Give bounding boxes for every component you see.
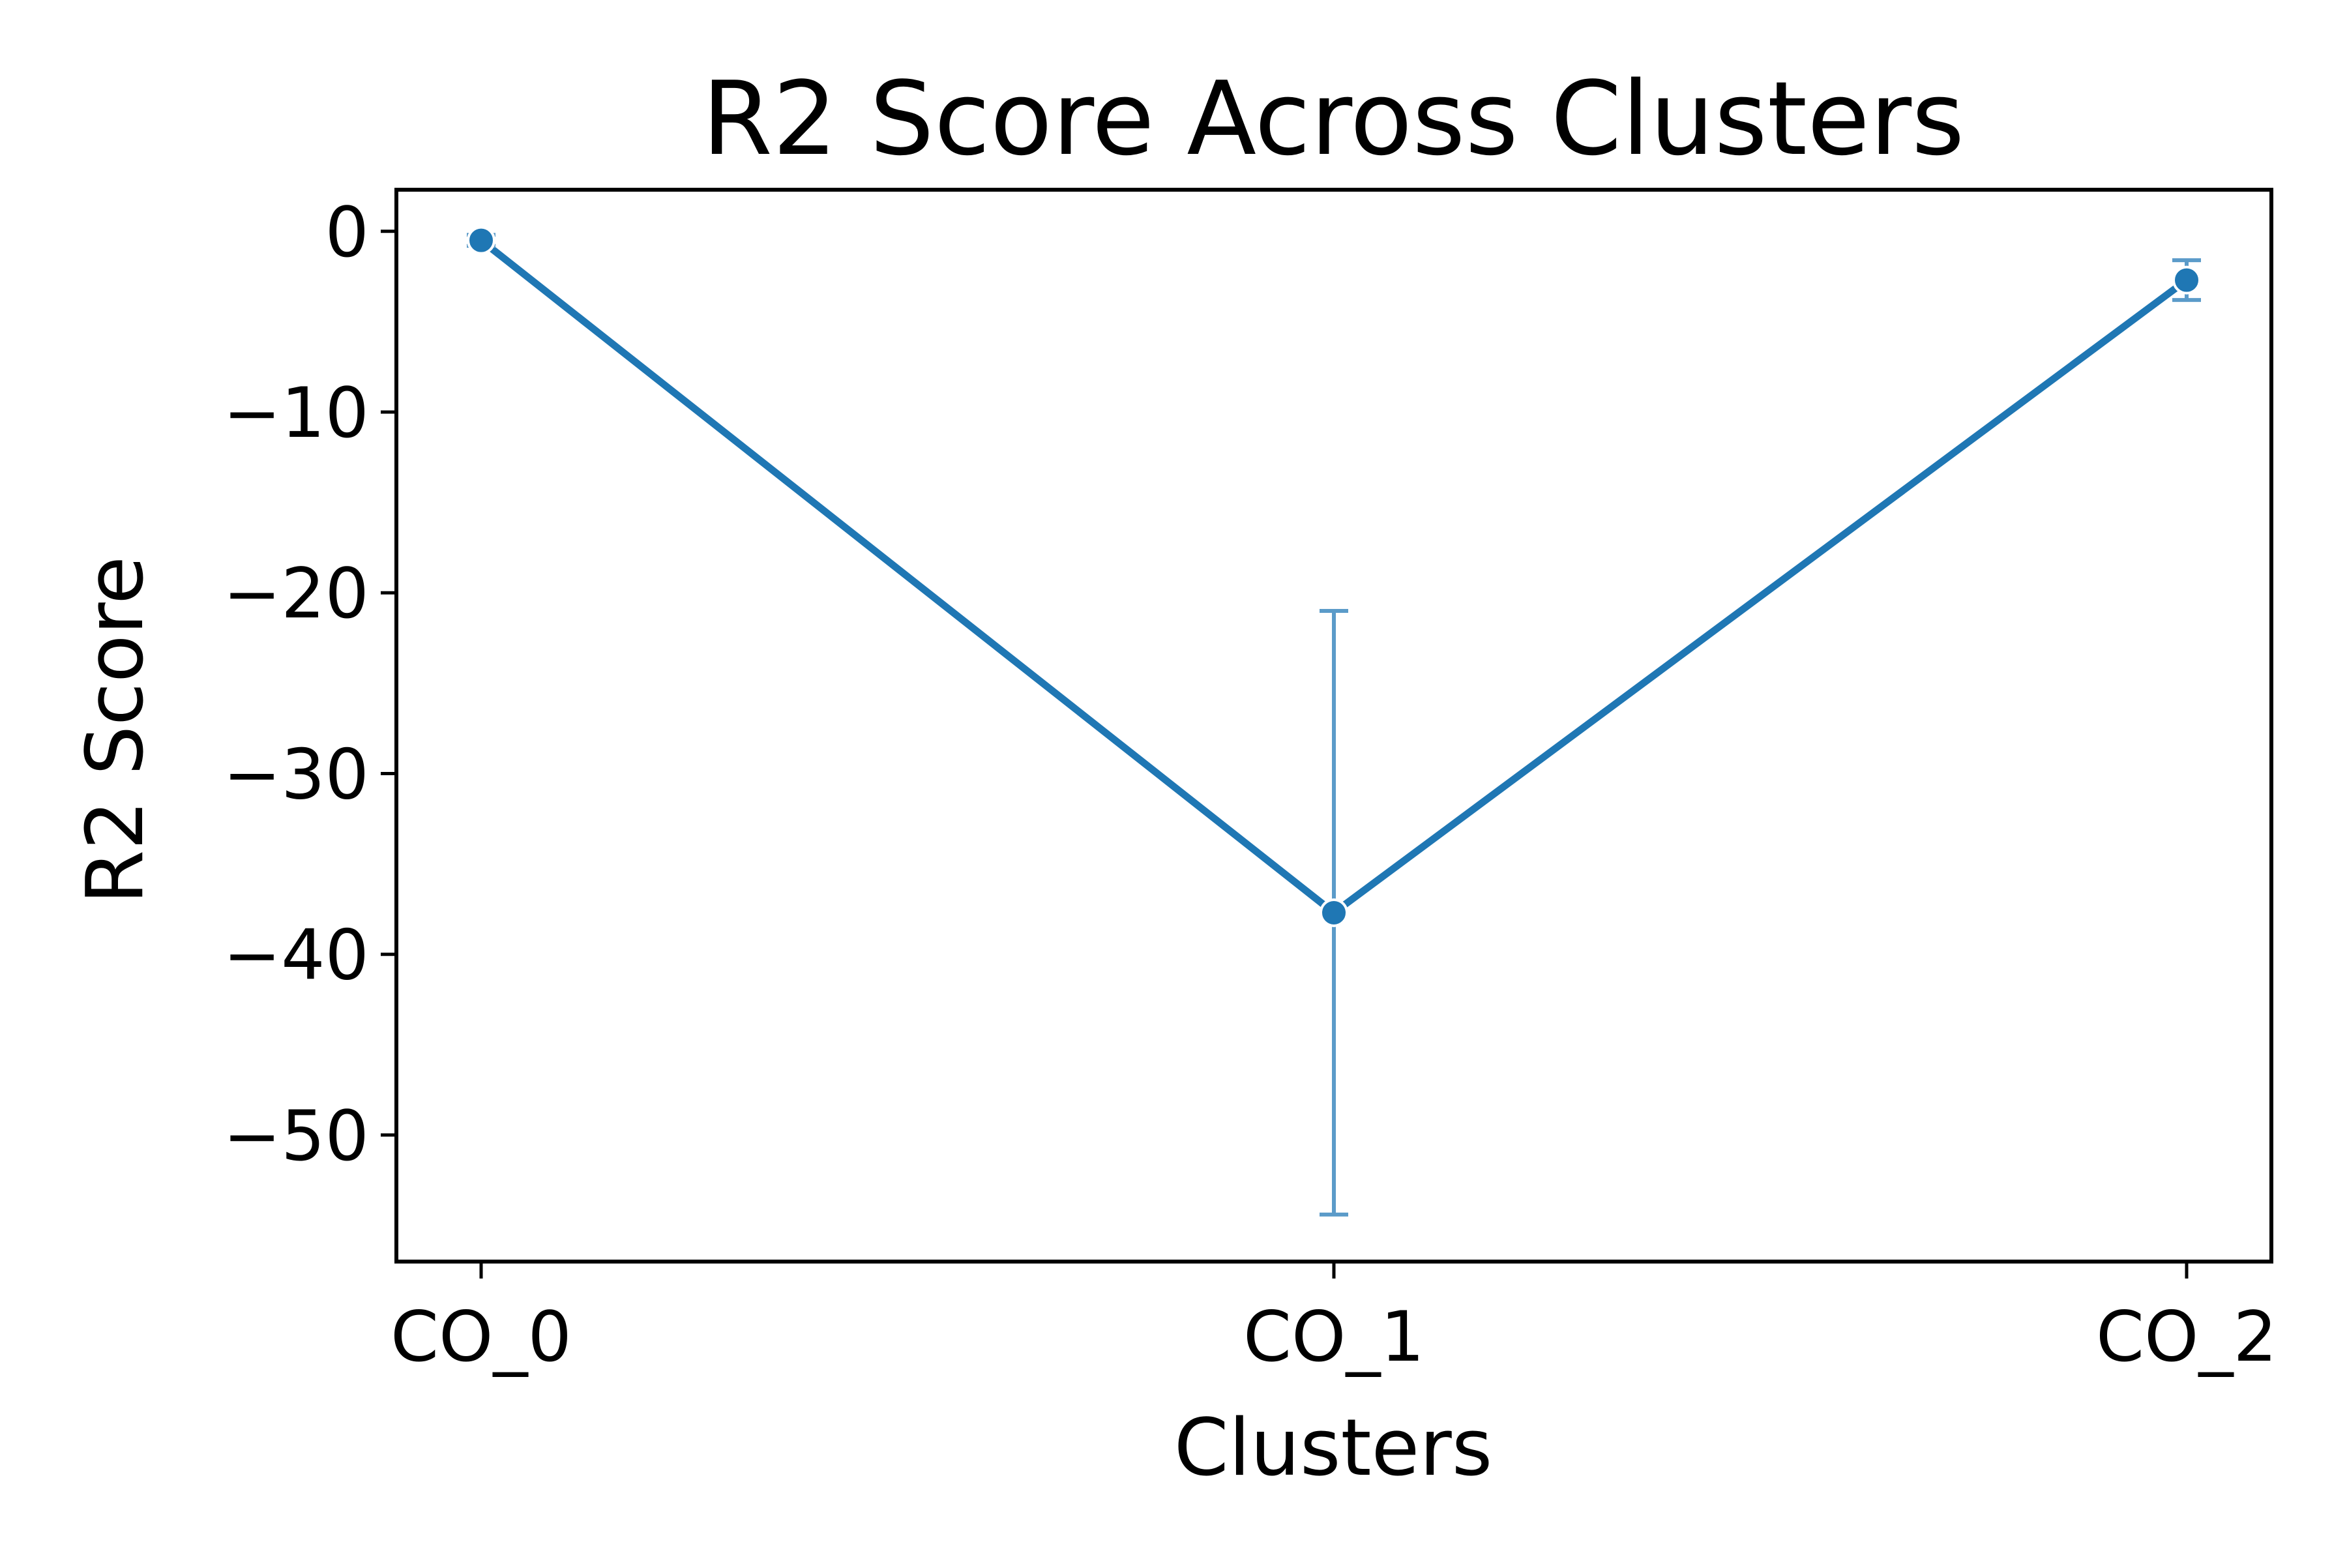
y-tick-label: −10 [223,373,369,453]
y-tick-label: −20 [223,554,369,634]
data-point [2172,265,2201,295]
y-tick-label: −40 [223,915,369,996]
x-axis-label: Clusters [1174,1403,1492,1494]
data-point [467,226,495,255]
x-tick-label: CO_0 [391,1297,572,1377]
x-axis: CO_0 CO_1 CO_2 [391,1262,2277,1377]
y-axis: 0 −10 −20 −30 −40 −50 [223,192,396,1176]
data-point [1320,898,1348,927]
chart-title: R2 Score Across Clusters [702,59,1965,178]
y-tick-label: −30 [223,734,369,814]
x-tick-label: CO_1 [1243,1297,1424,1377]
y-tick-label: −50 [223,1096,369,1176]
x-tick-label: CO_2 [2096,1297,2277,1377]
plot-area [394,188,2273,1264]
y-axis-label: R2 Score [70,556,161,904]
y-tick-label: 0 [325,192,369,273]
